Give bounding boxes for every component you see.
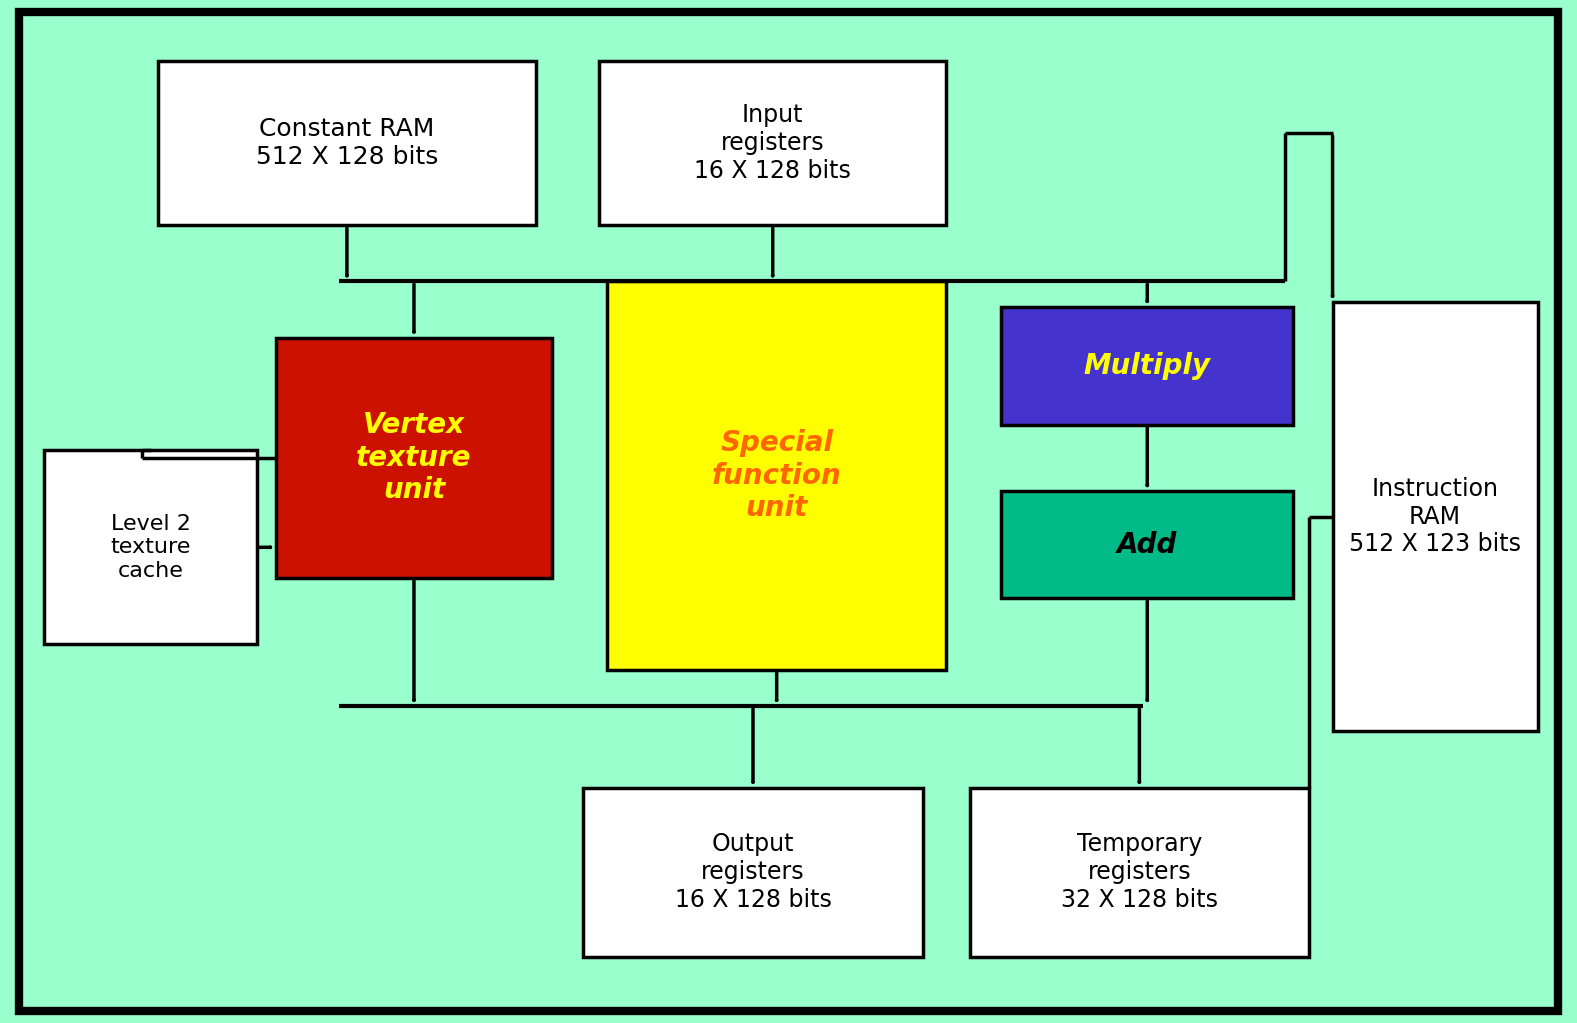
FancyBboxPatch shape	[44, 450, 257, 644]
Text: Output
registers
16 X 128 bits: Output registers 16 X 128 bits	[675, 833, 831, 911]
Text: Level 2
texture
cache: Level 2 texture cache	[110, 515, 191, 580]
FancyBboxPatch shape	[158, 61, 536, 225]
FancyBboxPatch shape	[970, 788, 1309, 957]
Text: Multiply: Multiply	[1083, 352, 1211, 380]
Text: Vertex
texture
unit: Vertex texture unit	[356, 411, 472, 504]
FancyBboxPatch shape	[599, 61, 946, 225]
FancyBboxPatch shape	[276, 338, 552, 578]
FancyBboxPatch shape	[1001, 307, 1293, 425]
FancyBboxPatch shape	[607, 281, 946, 670]
Text: Add: Add	[1117, 531, 1178, 559]
Text: Instruction
RAM
512 X 123 bits: Instruction RAM 512 X 123 bits	[1348, 477, 1522, 557]
Text: Constant RAM
512 X 128 bits: Constant RAM 512 X 128 bits	[255, 118, 438, 169]
FancyBboxPatch shape	[583, 788, 923, 957]
FancyBboxPatch shape	[1333, 302, 1538, 731]
FancyBboxPatch shape	[1001, 491, 1293, 598]
Text: Special
function
unit: Special function unit	[711, 430, 842, 522]
Text: Temporary
registers
32 X 128 bits: Temporary registers 32 X 128 bits	[1061, 833, 1217, 911]
Text: Input
registers
16 X 128 bits: Input registers 16 X 128 bits	[694, 103, 852, 183]
